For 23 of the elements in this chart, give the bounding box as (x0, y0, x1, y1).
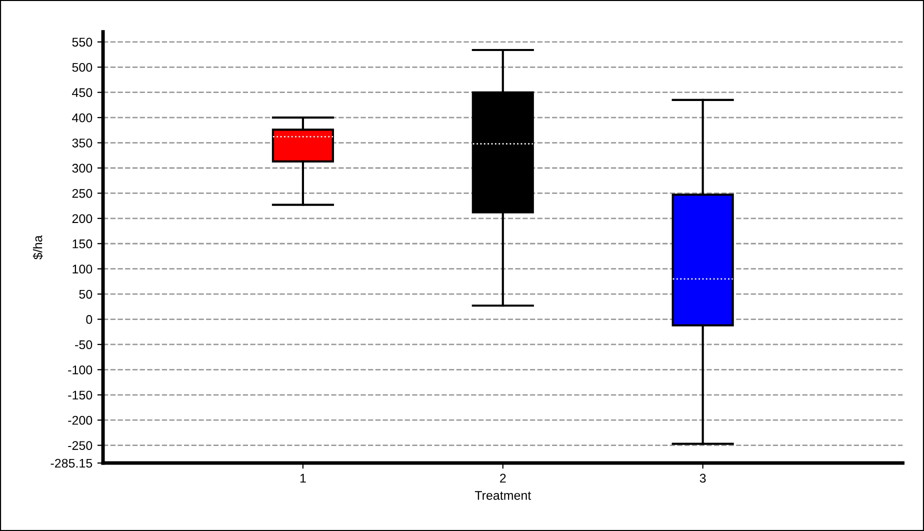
x-tick-label: 3 (700, 474, 706, 483)
y-tick-label: 550 (72, 38, 92, 47)
y-tick-label: -150 (68, 390, 92, 400)
y-tick-label: -250 (68, 441, 92, 450)
x-axis-title: Treatment (474, 491, 532, 500)
y-tick-label: 150 (72, 239, 92, 248)
x-tick-label: 1 (300, 474, 306, 483)
y-axis-title: $/ha (32, 235, 43, 260)
y-tick-label: 250 (72, 189, 92, 198)
y-tick-label: 450 (72, 88, 92, 98)
y-tick-label: -50 (75, 340, 92, 350)
x-tick-label: 2 (500, 474, 506, 483)
y-tick-label: 200 (72, 214, 92, 224)
y-tick-label: 400 (72, 113, 92, 122)
y-tick-label: 350 (72, 138, 92, 148)
y-tick-label: 50 (79, 290, 92, 299)
y-tick-label: 300 (72, 164, 92, 173)
y-tick-label: -200 (68, 416, 92, 425)
y-tick-label: 500 (72, 62, 92, 72)
y-tick-label: -100 (68, 365, 92, 374)
y-tick-label: 100 (72, 264, 92, 274)
y-tick-label: 0 (86, 315, 92, 324)
y-tick-label: -285.15 (50, 458, 92, 468)
